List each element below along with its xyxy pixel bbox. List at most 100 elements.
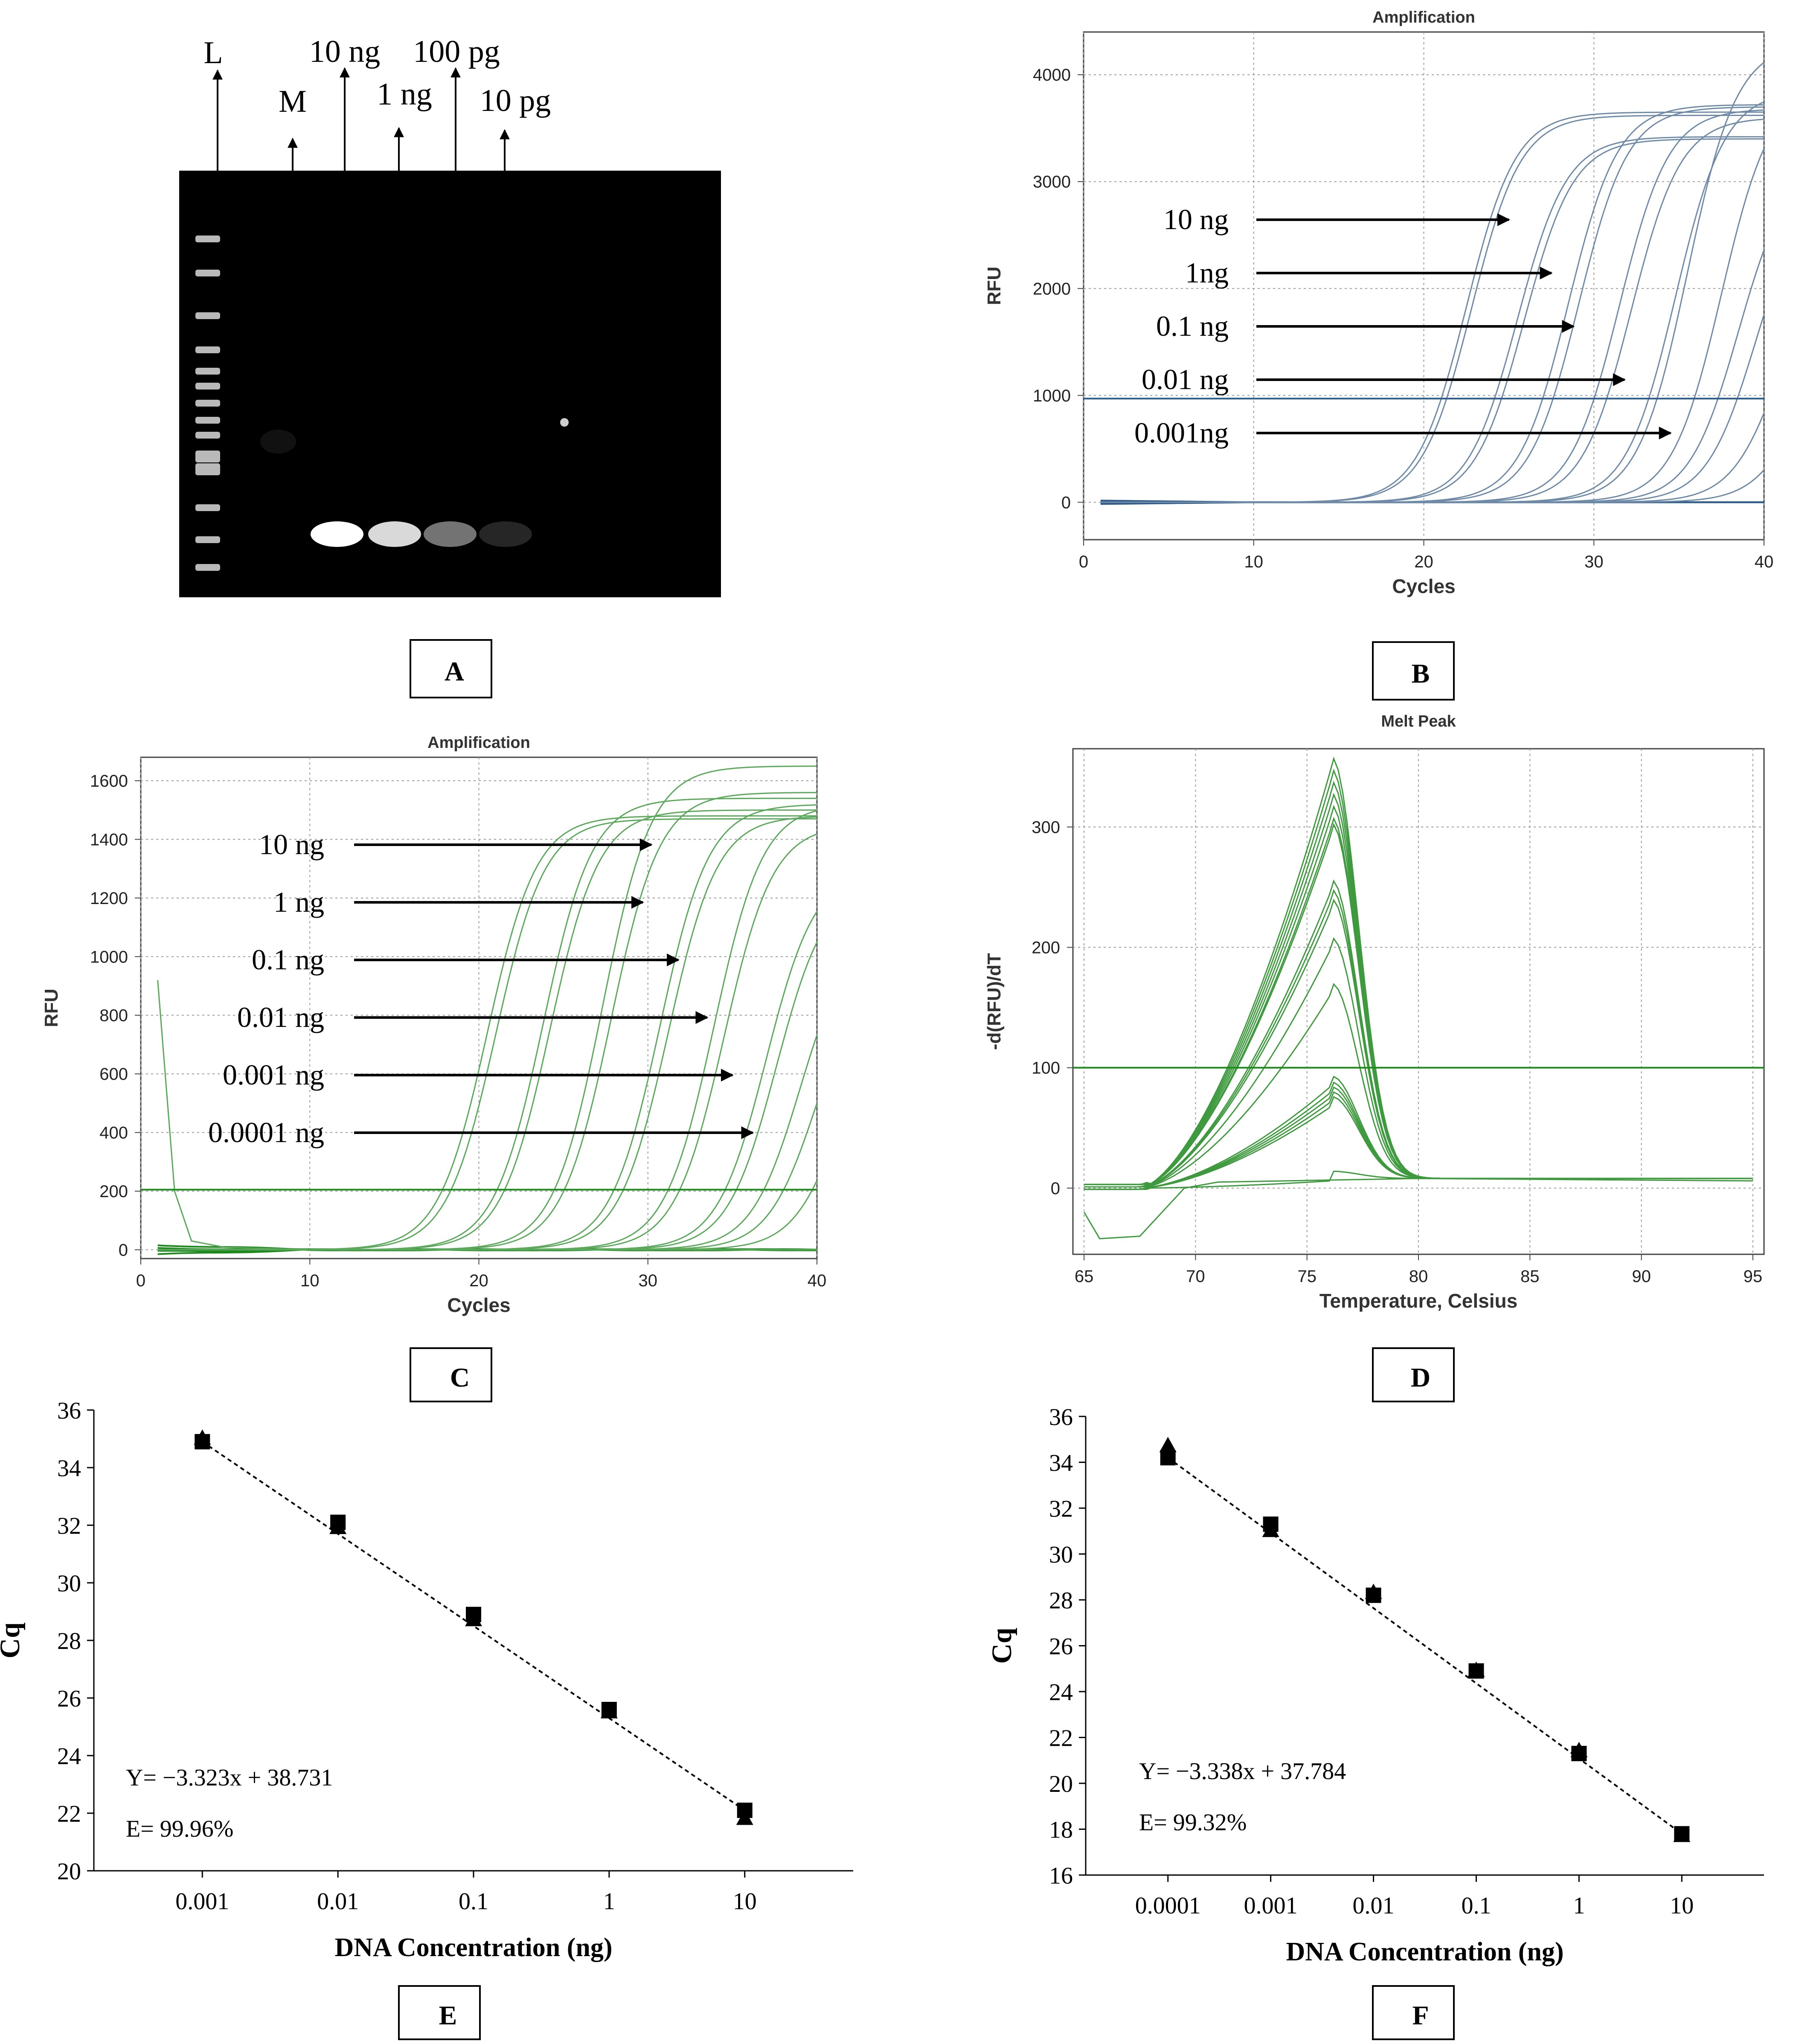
panel-e-box	[398, 1985, 481, 2040]
marker-spot	[260, 430, 296, 454]
y-tick-label: 22	[1049, 1725, 1073, 1752]
concentration-label: 0.1 ng	[252, 943, 324, 976]
y-tick-label: 26	[1049, 1634, 1073, 1660]
x-axis-label: Temperature, Celsius	[1319, 1290, 1517, 1312]
panel-f-box	[1372, 1985, 1455, 2040]
sample-bands	[311, 521, 532, 547]
panel-c-chart: 0 10 20 30 4002004006008001000120014001600Am…	[41, 734, 826, 1316]
y-axis-label: RFU	[984, 267, 1005, 305]
y-axis-label: RFU	[41, 989, 62, 1027]
lane-label-10pg: 10 pg	[480, 83, 551, 118]
x-tick-label: 75	[1297, 1267, 1317, 1286]
panel-e-label: E	[439, 2000, 457, 2030]
chart-title: Amplification	[427, 734, 530, 752]
data-point-square	[1263, 1516, 1279, 1532]
x-tick-label: 0.001	[175, 1888, 229, 1915]
x-tick-label: 0.001	[1244, 1893, 1298, 1919]
x-tick-label: 40	[808, 1271, 827, 1290]
regression-equation: Y= −3.323x + 38.731	[126, 1765, 333, 1791]
ladder-band	[195, 564, 220, 571]
x-tick-label: 0.1	[459, 1888, 488, 1915]
y-tick-label: 36	[1049, 1404, 1073, 1431]
x-tick-label: 70	[1186, 1267, 1205, 1286]
y-tick-label: 30	[1049, 1542, 1073, 1568]
panel-f-label: F	[1412, 2000, 1429, 2030]
y-tick-label: 32	[1049, 1496, 1073, 1522]
gel-image	[179, 171, 721, 597]
panel-e-chart: 20 22 24 26 28 30 32 34 36 0.001 0.01 0.1 1 10 DNA Con…	[0, 1398, 853, 1962]
lane-label-l: L	[203, 35, 223, 70]
data-point-square	[601, 1702, 617, 1717]
panel-b-chart: 0 10 20 30 40 0 1000 2000 3000 4000 Amplification C…	[984, 9, 1773, 597]
efficiency-label: E= 99.32%	[1139, 1809, 1247, 1836]
gel-speck	[560, 418, 569, 427]
plot-area	[1083, 31, 1765, 541]
x-tick-label: 65	[1075, 1267, 1094, 1286]
panel-f-chart: 16 18 20 22 24 26 28 30 32 34 36 0.0001 0.001 0.01 0.1…	[986, 1404, 1764, 1966]
ladder-lane	[195, 236, 220, 571]
panel-d-label: D	[1411, 1362, 1430, 1393]
regression-equation: Y= −3.338x + 37.784	[1139, 1758, 1346, 1785]
y-tick-label: 4000	[1033, 66, 1071, 84]
concentration-label: 0.001ng	[1134, 416, 1229, 449]
y-tick-label: 22	[57, 1801, 81, 1827]
amplification-curve	[1100, 469, 1765, 503]
panel-b-box	[1372, 641, 1455, 701]
ladder-band	[195, 432, 220, 439]
sample-band	[311, 521, 363, 547]
data-point-square	[330, 1515, 346, 1530]
x-axis-label: DNA Concentration (ng)	[1286, 1937, 1564, 1966]
y-tick-label: 600	[99, 1065, 128, 1084]
panel-d-chart: 65 70 75 80 85 90 95 0 100 200 300 Melt Peak Tempera…	[984, 712, 1765, 1312]
y-tick-label: 400	[99, 1124, 128, 1143]
ladder-band	[195, 536, 220, 543]
y-tick-label: 32	[57, 1513, 81, 1539]
ladder-band	[195, 400, 220, 407]
panel-a-label: A	[445, 656, 464, 686]
ladder-band	[195, 312, 220, 319]
chart-title: Melt Peak	[1381, 712, 1456, 730]
x-tick-label: 10	[733, 1888, 757, 1915]
y-tick-label: 800	[99, 1006, 128, 1025]
x-tick-label: 0.01	[1353, 1893, 1395, 1919]
x-axis-label: Cycles	[447, 1294, 510, 1316]
concentration-label: 1 ng	[273, 886, 324, 918]
x-tick-label: 90	[1632, 1267, 1651, 1286]
chart-title: Amplification	[1372, 9, 1475, 26]
y-tick-label: 1000	[1033, 387, 1071, 405]
y-tick-label: 300	[1032, 818, 1060, 837]
ladder-band	[195, 346, 220, 353]
lane-label-m: M	[279, 84, 307, 119]
x-axis-label: Cycles	[1392, 575, 1455, 597]
lane-label-1ng: 1 ng	[377, 77, 432, 112]
y-tick-label: 200	[1032, 939, 1060, 957]
ladder-band	[195, 236, 220, 242]
data-point-square	[1160, 1450, 1176, 1465]
panel-c-box	[410, 1347, 492, 1402]
y-tick-label: 1600	[90, 772, 128, 791]
x-tick-label: 10	[1244, 552, 1264, 571]
x-tick-label: 20	[469, 1271, 488, 1290]
x-tick-label: 0	[136, 1271, 145, 1290]
y-tick-label: 1000	[90, 948, 128, 966]
y-tick-label: 20	[1049, 1771, 1073, 1797]
concentration-label: 1ng	[1185, 256, 1229, 289]
x-axis-label: DNA Concentration (ng)	[335, 1933, 613, 1962]
concentration-label: 0.01 ng	[237, 1001, 324, 1033]
trend-line	[202, 1441, 745, 1811]
panel-a: L M 10 ng 1 ng 100 pg 10 pg	[179, 34, 721, 597]
data-point-square	[1366, 1588, 1381, 1603]
x-tick-label: 30	[1584, 552, 1604, 571]
concentration-label: 10 ng	[1163, 203, 1229, 236]
x-tick-label: 80	[1409, 1267, 1428, 1286]
y-tick-label: 1200	[90, 889, 128, 908]
efficiency-label: E= 99.96%	[126, 1816, 233, 1842]
x-tick-label: 20	[1414, 552, 1433, 571]
x-tick-label: 0	[1079, 552, 1088, 571]
ladder-band	[195, 504, 220, 511]
y-tick-label: 16	[1049, 1863, 1073, 1889]
y-tick-label: 1400	[90, 830, 128, 849]
y-tick-label: 24	[57, 1743, 81, 1770]
y-tick-label: 100	[1032, 1059, 1060, 1078]
y-axis-label: Cq	[986, 1628, 1017, 1664]
